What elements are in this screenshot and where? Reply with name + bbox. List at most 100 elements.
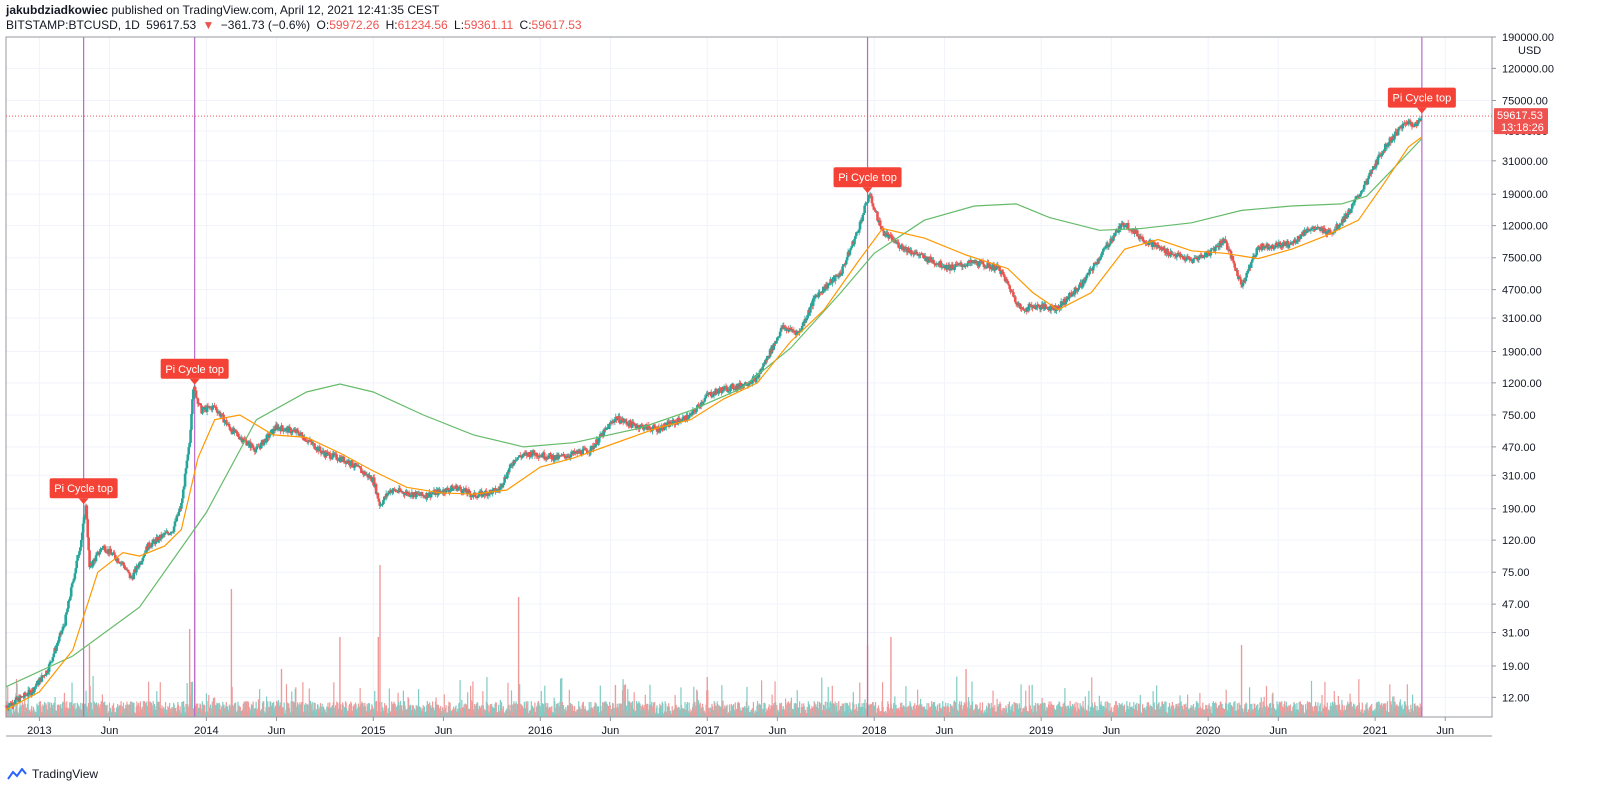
candle-body [996,264,1000,268]
volume-bar [1250,704,1252,717]
volume-bar [768,704,770,717]
volume-bar [113,707,115,717]
candle-body [790,329,794,331]
candle-body [427,496,430,498]
candle-body [870,196,874,204]
volume-bar [73,703,75,717]
volume-bar [166,709,168,717]
candle-body [874,210,877,212]
candle-body [102,546,105,549]
candle-body [777,336,781,338]
candle-body [87,537,90,551]
volume-bar [660,705,662,717]
candle-body [192,389,195,400]
candle-body [446,488,450,491]
candle-body [336,459,339,461]
candle-body [415,491,418,498]
candle-body [777,337,780,339]
volume-bar [259,689,261,717]
volume-bar [502,706,504,717]
candle-body [472,493,475,497]
candle-body [439,491,443,493]
volume-bar [143,701,146,717]
volume-bar [651,706,653,717]
volume-spike [965,669,967,717]
candle-body [318,446,322,451]
volume-bar [891,708,894,717]
volume-bar [1392,696,1394,717]
candle-body [236,433,239,434]
candle-body [969,260,973,263]
candle-body [360,468,363,473]
volume-bar [649,684,651,717]
candle-body [845,257,849,261]
volume-bar [1025,690,1027,717]
volume-bar [1167,706,1169,717]
candle-body [70,583,74,588]
volume-bar [1319,703,1321,717]
volume-bar [183,706,185,717]
volume-bar [926,703,928,717]
candle-body [105,552,109,554]
candle-body [842,264,845,267]
volume-bar [1226,703,1228,717]
candle-body [377,498,381,502]
candle-body [135,565,138,573]
volume-bar [133,702,135,717]
candle-body [376,492,380,499]
candle-body [893,239,897,242]
symbol-name[interactable]: BITSTAMP:BTCUSD, 1D [6,18,140,32]
volume-bar [142,701,144,717]
candle-body [44,675,47,676]
candle-body [918,254,922,256]
candle-body [142,556,146,558]
candle-body [910,250,913,254]
volume-bar [694,701,696,717]
candle-body [33,687,36,693]
candle-body [681,417,685,421]
candle-body [772,343,776,350]
volume-spike [1240,645,1243,717]
candle-body [152,539,156,541]
candle-body [451,487,455,491]
candle-body [1039,307,1043,310]
volume-bar [1164,701,1166,717]
candle-body [1070,292,1074,297]
volume-bar [1324,681,1326,717]
candle-body [671,419,674,425]
candle-body [282,428,285,432]
volume-bar [443,694,445,717]
volume-bar [1170,705,1172,717]
candle-body [912,252,916,255]
candle-body [998,266,1001,272]
author-name[interactable]: jakubdziadkowiec [6,3,109,17]
volume-bar [1198,708,1200,717]
volume-bar [1033,705,1035,717]
volume-bar [515,701,517,717]
candle-body [695,408,698,412]
volume-bar [417,689,420,717]
candle-body [151,539,155,543]
candle-body [569,454,573,458]
candle-body [420,491,424,496]
volume-bar [467,692,469,717]
candle-body [404,492,407,496]
candle-body [1114,229,1118,233]
candle-body [319,450,323,454]
volume-bar [540,690,542,717]
volume-bar [1248,687,1251,717]
volume-bar [1104,701,1106,717]
candle-body [765,359,768,361]
candle-body [783,328,787,329]
candle-body [748,383,752,385]
volume-bar [47,701,49,717]
candle-body [517,456,520,458]
candle-body [812,298,816,299]
candle-body [1022,308,1025,311]
candle-body [194,390,198,398]
volume-bar [42,705,45,717]
candles [4,115,1423,712]
candle-body [858,221,862,230]
candle-body [426,492,429,498]
